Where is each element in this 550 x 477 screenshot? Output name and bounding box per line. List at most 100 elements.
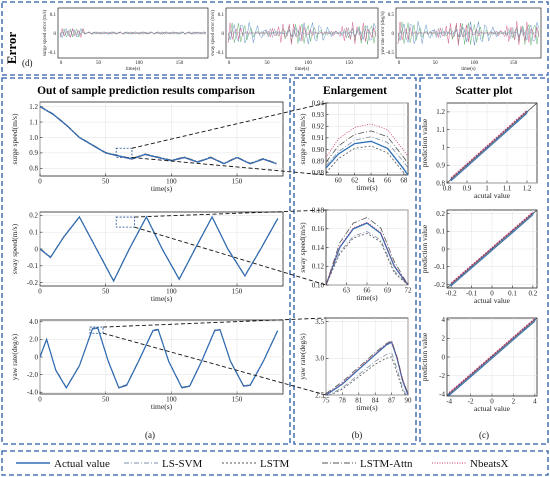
sc-surge-point xyxy=(450,178,452,181)
main-yaw-xtick-label: 150 xyxy=(232,396,243,404)
main-sway-chart: 0 50 100 150 -0.2 -0.1 0 0.1 0.2 time(s) sway spee… xyxy=(10,211,284,303)
enl-sway-chart: 63 66 69 720.100.120.140.160.18time(s)sway … xyxy=(298,206,412,302)
error-xlabel: time(s) xyxy=(461,67,475,72)
main-surge-xtick-label: 100 xyxy=(166,178,177,186)
enl-sway-xtick-label: 66 xyxy=(364,287,372,295)
sc-yaw-point xyxy=(469,374,472,377)
main-surge-ylabel: surge speed(m/s) xyxy=(10,113,19,164)
main-sway-ylabel: sway speed(m/s) xyxy=(10,223,19,274)
enl-surge-line-nbeatsx xyxy=(326,123,408,158)
error-xtick-label: 0 xyxy=(228,61,231,66)
main-yaw-ylabel: yaw rate(deg/s) xyxy=(10,333,19,380)
enl-yaw-xtick-label: 84 xyxy=(372,397,380,405)
sc-surge-ytick-label: 1 xyxy=(442,144,446,152)
error-xtick-label: 100 xyxy=(135,61,143,66)
error-panels: 0.1 0 -0.1 0 50 100 150 time(s) surge speed erro… xyxy=(43,7,542,72)
enl-surge-ytick-label: 0.90 xyxy=(312,146,325,154)
sc-yaw-ytick-label: -4 xyxy=(439,390,445,398)
main-surge-plot xyxy=(40,105,277,165)
sc-yaw-xtick-label: 4 xyxy=(533,398,537,406)
sc-surge-point xyxy=(458,171,460,174)
main-surge-ytick-label: 1.1 xyxy=(29,118,38,126)
error-xtick-label: 50 xyxy=(265,61,271,66)
sc-yaw-point xyxy=(501,346,504,349)
enl-yaw-xtick-label: 87 xyxy=(388,397,396,405)
enl-sway-xtick-label: 72 xyxy=(405,287,413,295)
scatter-title: Scatter plot xyxy=(456,85,513,97)
sc-sway-ytick-label: 0.2 xyxy=(436,210,445,218)
main-yaw-ytick-label: 2.0 xyxy=(29,336,38,344)
main-sway-xtick-label: 0 xyxy=(38,288,42,296)
error-xlabel: time(s) xyxy=(126,67,140,72)
sc-yaw-trend-1 xyxy=(448,319,536,395)
sc-yaw-trend-2 xyxy=(448,319,536,395)
error-trace xyxy=(59,30,207,36)
enl-surge-ytick-label: 0.92 xyxy=(312,123,325,131)
sc-yaw-point xyxy=(491,356,493,358)
enl-surge-chart: 60 62 64 66 68 0.88 0.89 0.90 0.91 0.92 0.93 0.94 ti… xyxy=(298,99,409,192)
enl-surge-xlabel: time(s) xyxy=(356,183,378,192)
main-yaw-xlabel: time(s) xyxy=(151,402,173,411)
error-ylabel: sway speed error (m/s) xyxy=(211,10,216,56)
sc-surge-ytick-label: 0.9 xyxy=(436,162,445,170)
enl-sway-ylabel: sway speed(m/s) xyxy=(298,222,307,273)
sc-sway-point xyxy=(531,212,534,215)
legend-label-1: Actual value xyxy=(54,458,110,470)
error-ytick-label: 0 xyxy=(54,32,57,37)
sc-sway-point xyxy=(480,256,483,259)
error-xtick-label: 50 xyxy=(96,61,102,66)
legend-box xyxy=(1,450,549,476)
enl-surge-ytick-label: 0.89 xyxy=(312,157,325,165)
sc-sway-xtick-label: 0.1 xyxy=(508,290,517,298)
error-xtick-label: 100 xyxy=(304,61,312,66)
main-yaw-ytick-label: -4.0 xyxy=(27,389,39,397)
error-trace xyxy=(227,22,377,45)
enl-yaw-plot xyxy=(326,340,408,395)
main-sway-connector-top xyxy=(134,209,327,218)
enl-yaw-ytick-label: 3.0 xyxy=(315,355,324,363)
sc-surge-point xyxy=(466,164,468,167)
error-trace xyxy=(397,21,540,46)
sc-surge-ytick-label: 0.8 xyxy=(436,179,445,187)
sc-yaw-point xyxy=(458,383,461,386)
enl-yaw-xtick-label: 75 xyxy=(323,397,331,405)
legend-label-2: LS-SVM xyxy=(162,458,203,470)
error-xtick-label: 0 xyxy=(398,61,401,66)
legend-label-3: LSTM xyxy=(260,458,290,470)
legend: Actual value LS-SVM LSTM LSTM-Attn NbeatsX xyxy=(16,458,509,470)
sc-surge-point xyxy=(496,137,498,140)
sc-yaw-ylabel: prediction value xyxy=(420,332,429,381)
sc-surge-xtick-label: 0.9 xyxy=(463,185,472,193)
main-yaw-connector-top xyxy=(103,317,327,328)
sc-surge-plot xyxy=(447,103,537,183)
error-xlabel: time(s) xyxy=(295,67,309,72)
enl-sway-line-actual-value xyxy=(326,222,408,285)
enl-sway-line-ls-svm xyxy=(326,231,408,285)
sc-yaw-point xyxy=(512,337,515,340)
enl-surge-xtick-label: 68 xyxy=(400,177,408,185)
error-trace xyxy=(59,27,207,39)
main-yaw-xtick-label: 100 xyxy=(166,396,177,404)
sc-sway-ytick-label: 0.1 xyxy=(436,228,445,236)
enl-sway-xtick-label: 63 xyxy=(343,287,351,295)
sc-surge-trend-0 xyxy=(450,112,528,182)
sc-surge-xtick-label: 1.1 xyxy=(503,185,512,193)
enl-sway-ytick-label: 0.10 xyxy=(312,281,325,289)
enl-yaw-ytick-label: 3.5 xyxy=(315,318,324,326)
enl-yaw-ylabel: yaw rate(deg/s) xyxy=(298,333,307,380)
enl-surge-ytick-label: 0.93 xyxy=(312,111,325,119)
main-sway-ytick-label: 0.2 xyxy=(29,212,38,220)
enl-surge-line-lstm-attn xyxy=(326,130,408,164)
error-ytick-label: 0.5 xyxy=(388,13,395,18)
sc-surge-ytick-label: 1.2 xyxy=(436,108,445,116)
main-surge-ytick-label: 1.0 xyxy=(29,134,38,142)
enl-sway-line-nbeatsx xyxy=(326,221,408,285)
error-ytick-label: 0 xyxy=(392,32,395,37)
enl-yaw-line-lstm-attn xyxy=(326,340,408,394)
sc-sway-ylabel: prediction value xyxy=(420,224,429,273)
enl-sway-line-lstm-attn xyxy=(326,217,408,285)
enl-surge-line-actual-value xyxy=(326,140,408,175)
